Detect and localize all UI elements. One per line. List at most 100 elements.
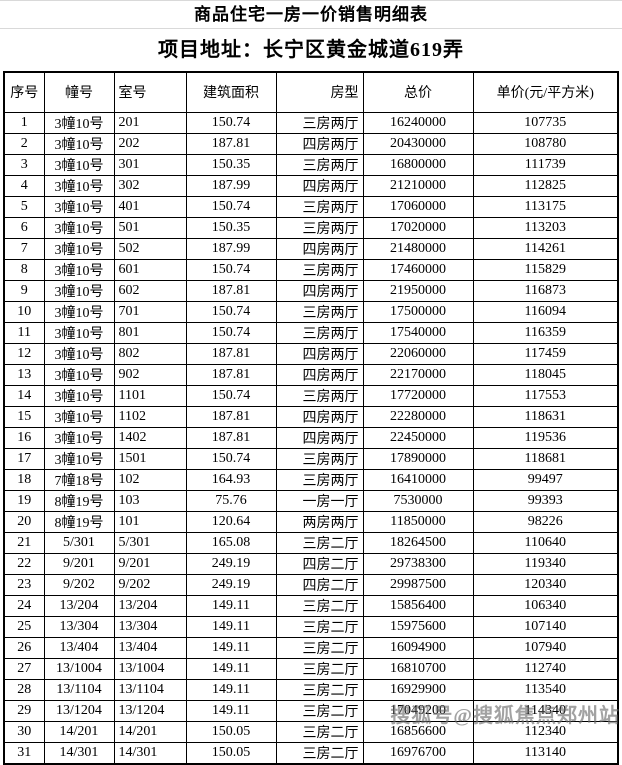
cell-room: 13/1004 bbox=[113, 657, 187, 680]
cell-area: 150.74 bbox=[185, 321, 277, 344]
cell-total_price: 21950000 bbox=[362, 279, 474, 302]
cell-total_price: 16410000 bbox=[362, 468, 474, 491]
cell-seq: 10 bbox=[3, 300, 45, 323]
cell-unit_price: 111739 bbox=[472, 153, 619, 176]
cell-area: 187.81 bbox=[185, 279, 277, 302]
cell-layout: 三房两厅 bbox=[275, 468, 364, 491]
table-row: 19 8幢19号 103 75.76 一房一厅 7530000 99393 bbox=[3, 489, 619, 512]
project-address: 项目地址：长宁区黄金城道619弄 bbox=[158, 39, 464, 61]
cell-layout: 三房二厅 bbox=[275, 678, 364, 701]
cell-area: 187.81 bbox=[185, 363, 277, 386]
cell-area: 120.64 bbox=[185, 510, 277, 533]
cell-total_price: 22060000 bbox=[362, 342, 474, 365]
cell-room: 1102 bbox=[113, 405, 187, 428]
cell-total_price: 16800000 bbox=[362, 153, 474, 176]
cell-layout: 两房两厅 bbox=[275, 510, 364, 533]
cell-layout: 三房二厅 bbox=[275, 636, 364, 659]
cell-room: 14/301 bbox=[113, 741, 187, 764]
cell-room: 13/204 bbox=[113, 594, 187, 617]
cell-unit_price: 110640 bbox=[472, 531, 619, 554]
header-room: 室号 bbox=[113, 71, 187, 113]
cell-unit_price: 116873 bbox=[472, 279, 619, 302]
cell-room: 502 bbox=[113, 237, 187, 260]
cell-seq: 9 bbox=[3, 279, 45, 302]
cell-seq: 5 bbox=[3, 195, 45, 218]
cell-seq: 28 bbox=[3, 678, 45, 701]
cell-room: 501 bbox=[113, 216, 187, 239]
table-row: 11 3幢10号 801 150.74 三房两厅 17540000 116359 bbox=[3, 321, 619, 344]
cell-building: 3幢10号 bbox=[43, 258, 115, 281]
cell-room: 301 bbox=[113, 153, 187, 176]
cell-total_price: 17060000 bbox=[362, 195, 474, 218]
cell-layout: 三房两厅 bbox=[275, 111, 364, 134]
table-row: 7 3幢10号 502 187.99 四房两厅 21480000 114261 bbox=[3, 237, 619, 260]
table-row: 10 3幢10号 701 150.74 三房两厅 17500000 116094 bbox=[3, 300, 619, 323]
cell-layout: 三房两厅 bbox=[275, 258, 364, 281]
cell-total_price: 15856400 bbox=[362, 594, 474, 617]
cell-layout: 三房二厅 bbox=[275, 741, 364, 764]
cell-area: 149.11 bbox=[185, 699, 277, 722]
table-row: 26 13/404 13/404 149.11 三房二厅 16094900 107940 bbox=[3, 636, 619, 659]
cell-total_price: 16929900 bbox=[362, 678, 474, 701]
cell-building: 8幢19号 bbox=[43, 510, 115, 533]
cell-total_price: 22170000 bbox=[362, 363, 474, 386]
cell-building: 13/204 bbox=[43, 594, 115, 617]
cell-building: 13/1004 bbox=[43, 657, 115, 680]
cell-room: 601 bbox=[113, 258, 187, 281]
cell-layout: 三房二厅 bbox=[275, 657, 364, 680]
cell-building: 3幢10号 bbox=[43, 174, 115, 197]
cell-layout: 三房两厅 bbox=[275, 384, 364, 407]
cell-room: 902 bbox=[113, 363, 187, 386]
cell-unit_price: 114261 bbox=[472, 237, 619, 260]
cell-total_price: 16094900 bbox=[362, 636, 474, 659]
table-row: 6 3幢10号 501 150.35 三房两厅 17020000 113203 bbox=[3, 216, 619, 239]
cell-building: 3幢10号 bbox=[43, 279, 115, 302]
cell-room: 5/301 bbox=[113, 531, 187, 554]
table-row: 13 3幢10号 902 187.81 四房两厅 22170000 118045 bbox=[3, 363, 619, 386]
cell-building: 9/201 bbox=[43, 552, 115, 575]
cell-building: 8幢19号 bbox=[43, 489, 115, 512]
cell-area: 187.99 bbox=[185, 174, 277, 197]
cell-area: 187.81 bbox=[185, 132, 277, 155]
cell-unit_price: 99497 bbox=[472, 468, 619, 491]
cell-layout: 四房两厅 bbox=[275, 405, 364, 428]
cell-seq: 2 bbox=[3, 132, 45, 155]
cell-building: 3幢10号 bbox=[43, 300, 115, 323]
cell-unit_price: 107735 bbox=[472, 111, 619, 134]
cell-area: 150.74 bbox=[185, 300, 277, 323]
cell-layout: 四房两厅 bbox=[275, 174, 364, 197]
table-row: 4 3幢10号 302 187.99 四房两厅 21210000 112825 bbox=[3, 174, 619, 197]
table-row: 2 3幢10号 202 187.81 四房两厅 20430000 108780 bbox=[3, 132, 619, 155]
cell-seq: 22 bbox=[3, 552, 45, 575]
cell-unit_price: 98226 bbox=[472, 510, 619, 533]
cell-building: 3幢10号 bbox=[43, 132, 115, 155]
cell-room: 302 bbox=[113, 174, 187, 197]
cell-building: 13/404 bbox=[43, 636, 115, 659]
cell-layout: 四房两厅 bbox=[275, 363, 364, 386]
cell-layout: 三房二厅 bbox=[275, 531, 364, 554]
cell-unit_price: 119536 bbox=[472, 426, 619, 449]
cell-seq: 12 bbox=[3, 342, 45, 365]
cell-total_price: 17720000 bbox=[362, 384, 474, 407]
cell-room: 13/1104 bbox=[113, 678, 187, 701]
cell-area: 187.81 bbox=[185, 426, 277, 449]
cell-total_price: 18264500 bbox=[362, 531, 474, 554]
cell-seq: 7 bbox=[3, 237, 45, 260]
cell-seq: 26 bbox=[3, 636, 45, 659]
cell-building: 3幢10号 bbox=[43, 195, 115, 218]
cell-total_price: 16240000 bbox=[362, 111, 474, 134]
cell-area: 165.08 bbox=[185, 531, 277, 554]
cell-layout: 一房一厅 bbox=[275, 489, 364, 512]
cell-total_price: 22280000 bbox=[362, 405, 474, 428]
cell-building: 7幢18号 bbox=[43, 468, 115, 491]
table-row: 16 3幢10号 1402 187.81 四房两厅 22450000 119536 bbox=[3, 426, 619, 449]
cell-layout: 四房两厅 bbox=[275, 237, 364, 260]
table-row: 17 3幢10号 1501 150.74 三房两厅 17890000 118681 bbox=[3, 447, 619, 470]
cell-unit_price: 118045 bbox=[472, 363, 619, 386]
cell-area: 187.99 bbox=[185, 237, 277, 260]
cell-layout: 四房两厅 bbox=[275, 132, 364, 155]
header-area: 建筑面积 bbox=[185, 71, 277, 113]
cell-building: 5/301 bbox=[43, 531, 115, 554]
cell-room: 13/404 bbox=[113, 636, 187, 659]
header-building: 幢号 bbox=[43, 71, 115, 113]
